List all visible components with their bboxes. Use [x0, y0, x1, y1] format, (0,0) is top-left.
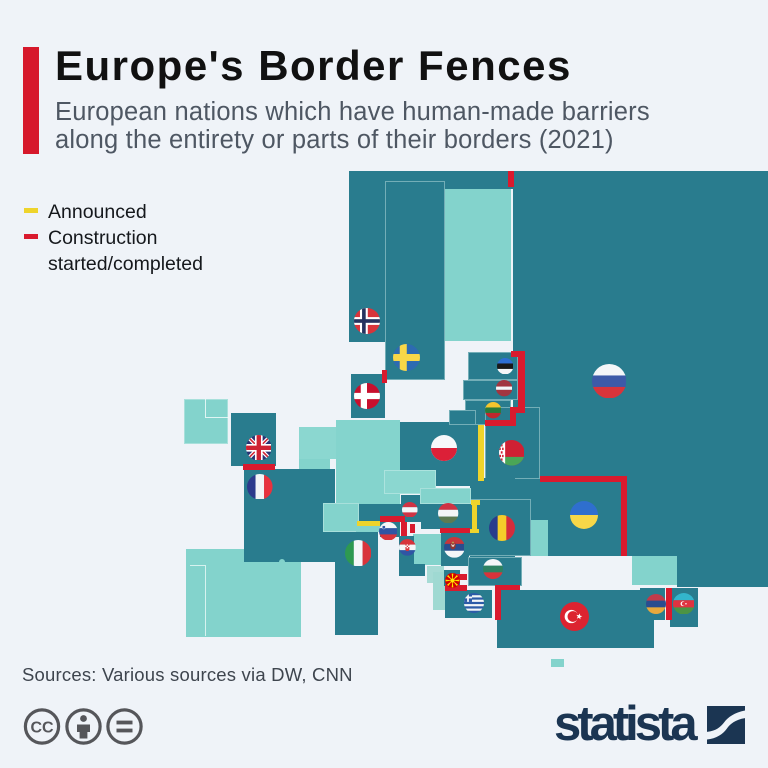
svg-text:CC: CC — [30, 720, 54, 737]
